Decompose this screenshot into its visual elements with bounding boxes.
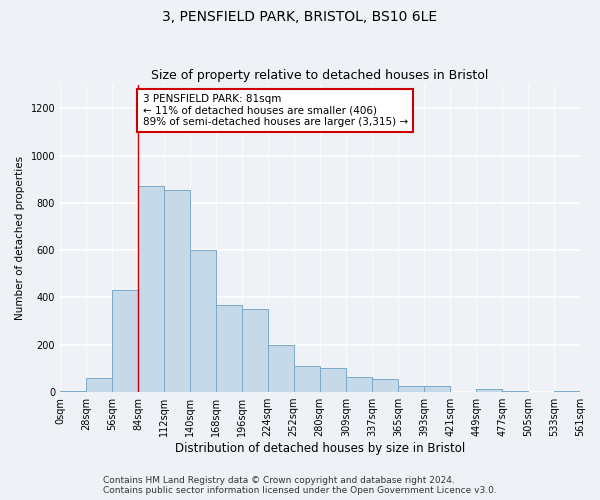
Bar [398, 386, 424, 392]
Bar [346, 376, 373, 392]
Bar [216, 304, 242, 392]
Bar [320, 368, 346, 392]
Bar [502, 391, 528, 392]
Bar [293, 366, 320, 392]
Text: Contains HM Land Registry data © Crown copyright and database right 2024.
Contai: Contains HM Land Registry data © Crown c… [103, 476, 497, 495]
Y-axis label: Number of detached properties: Number of detached properties [15, 156, 25, 320]
Text: 3 PENSFIELD PARK: 81sqm
← 11% of detached houses are smaller (406)
89% of semi-d: 3 PENSFIELD PARK: 81sqm ← 11% of detache… [143, 94, 407, 127]
Bar [268, 345, 293, 392]
Bar [373, 379, 398, 392]
Bar [424, 386, 450, 392]
Bar [554, 391, 580, 392]
Bar [190, 250, 216, 392]
Bar [476, 388, 502, 392]
Bar [138, 186, 164, 392]
Text: 3, PENSFIELD PARK, BRISTOL, BS10 6LE: 3, PENSFIELD PARK, BRISTOL, BS10 6LE [163, 10, 437, 24]
Bar [86, 378, 112, 392]
Bar [242, 310, 268, 392]
X-axis label: Distribution of detached houses by size in Bristol: Distribution of detached houses by size … [175, 442, 465, 455]
Bar [60, 391, 86, 392]
Bar [164, 190, 190, 392]
Title: Size of property relative to detached houses in Bristol: Size of property relative to detached ho… [151, 69, 489, 82]
Bar [112, 290, 138, 392]
